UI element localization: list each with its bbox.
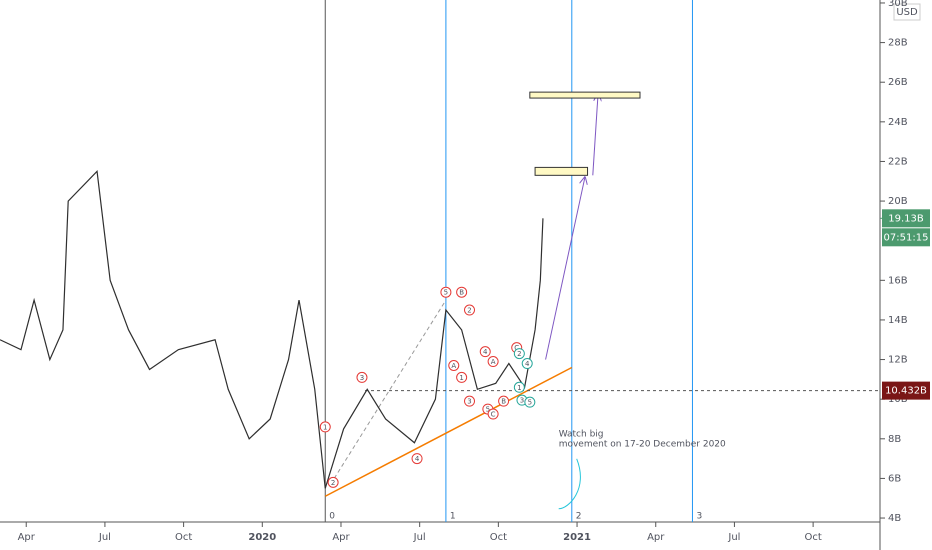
x-tick-label: Jul — [727, 532, 740, 543]
wave-marker — [521, 358, 533, 370]
y-tick-label: 24B — [888, 117, 908, 128]
wave-marker — [513, 381, 525, 393]
wave-label: 1 — [517, 384, 521, 392]
y-tick-label: 14B — [888, 315, 908, 326]
x-tick-label: Apr — [18, 532, 36, 543]
arrow — [545, 177, 585, 360]
last-price: 19.13B — [888, 213, 924, 224]
x-tick-label: Jul — [413, 532, 426, 543]
wave-label: C — [514, 344, 519, 352]
y-tick-label: 6B — [888, 473, 901, 484]
price-line — [0, 170, 544, 489]
y-tick-label: 8B — [888, 434, 901, 445]
currency-box — [893, 3, 921, 21]
wave-label: 3 — [360, 374, 364, 382]
y-tick-label: 10B — [888, 394, 908, 405]
x-tick-label: Apr — [332, 532, 350, 543]
wave-marker — [524, 396, 536, 408]
wave-marker — [319, 421, 331, 433]
wave-label: 3 — [520, 397, 524, 405]
y-tick-label: 22B — [888, 156, 908, 167]
x-tick-label: 2021 — [563, 532, 591, 543]
x-tick-label: 2020 — [248, 532, 276, 543]
wave-marker — [440, 286, 452, 298]
wave-marker — [513, 348, 525, 360]
wave-label: C — [491, 411, 496, 419]
annotation: movement on 17-20 December 2020 — [559, 439, 726, 449]
arrow — [592, 94, 598, 176]
target-box — [529, 91, 641, 99]
vertical-line-label: 3 — [696, 512, 702, 522]
x-tick-label: Oct — [175, 532, 192, 543]
vertical-line-label: 1 — [450, 512, 456, 522]
wave-label: 5 — [486, 406, 490, 414]
wave-label: A — [451, 362, 456, 370]
wave-marker — [456, 286, 468, 298]
currency: USD — [896, 7, 918, 18]
y-tick-label: 26B — [888, 77, 908, 88]
countdown: 07:51:15 — [884, 232, 929, 243]
wave-marker — [464, 304, 476, 316]
vertical-line-label: 0 — [329, 512, 335, 522]
y-tick-label: 20B — [888, 196, 908, 207]
y-tick-label: 16B — [888, 275, 908, 286]
annotation-curve — [558, 458, 581, 510]
level-label: 10.432B — [885, 386, 927, 397]
wave-label: 4 — [483, 348, 488, 356]
wave-marker — [498, 395, 510, 407]
wave-label: 5 — [444, 289, 448, 297]
wave-label: 2 — [331, 479, 335, 487]
wave-marker — [456, 371, 468, 383]
trendline — [324, 366, 573, 497]
price-axis — [880, 0, 932, 550]
x-tick-label: Jul — [98, 532, 111, 543]
annotation: Watch big — [559, 429, 604, 439]
wave-marker — [464, 395, 476, 407]
wave-label: A — [491, 358, 496, 366]
y-tick-label: 4B — [888, 513, 901, 524]
last-price-box — [882, 209, 930, 228]
x-tick-label: Oct — [804, 532, 821, 543]
wave-label: 4 — [415, 455, 420, 463]
y-tick-label: 12B — [888, 355, 908, 366]
wave-label: 1 — [459, 374, 463, 382]
wave-marker — [327, 476, 339, 488]
target-box — [534, 166, 589, 176]
y-tick-label: 28B — [888, 38, 908, 49]
wave-label: 4 — [525, 360, 530, 368]
wave-marker — [479, 346, 491, 358]
x-tick-label: Oct — [490, 532, 507, 543]
wave-marker — [448, 359, 460, 371]
wave-label: 2 — [467, 307, 471, 315]
countdown-box — [882, 228, 930, 247]
wave-label: 1 — [323, 423, 327, 431]
wave-label: B — [501, 398, 506, 406]
wave-label: B — [459, 289, 464, 297]
dashed-line — [330, 299, 447, 485]
vertical-line-label: 2 — [576, 512, 582, 522]
wave-marker — [487, 408, 499, 420]
y-tick-label: 30B — [888, 0, 908, 9]
wave-marker — [356, 371, 368, 383]
x-tick-label: Apr — [647, 532, 665, 543]
wave-marker — [487, 356, 499, 368]
wave-label: 3 — [467, 398, 471, 406]
wave-marker — [411, 453, 423, 465]
level-label-box — [882, 381, 930, 400]
wave-label: 2 — [517, 350, 521, 358]
wave-label: 5 — [528, 399, 532, 407]
